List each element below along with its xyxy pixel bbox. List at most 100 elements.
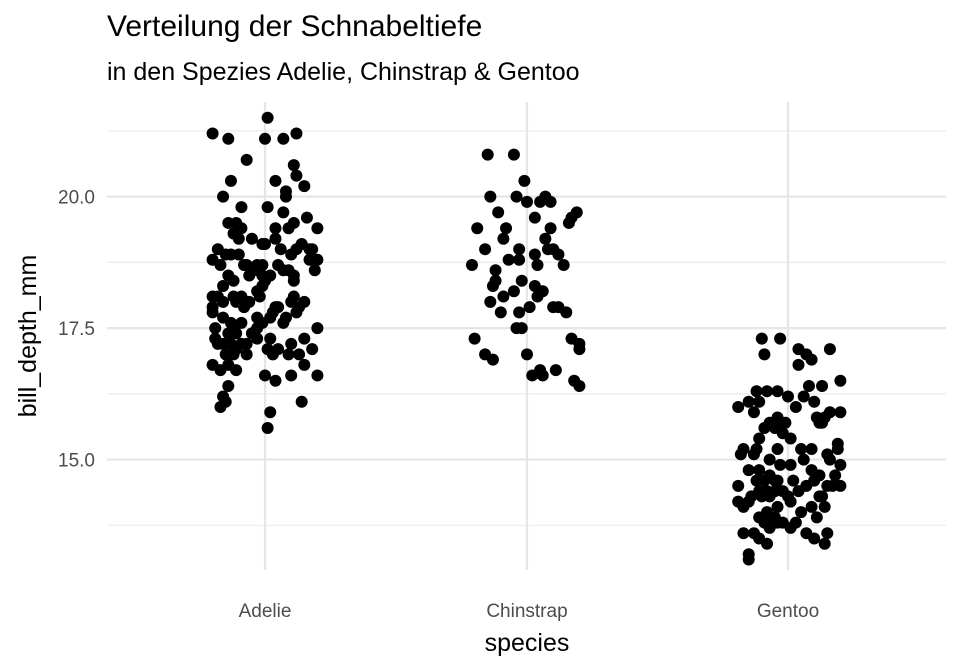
data-point — [486, 353, 499, 366]
data-point — [737, 527, 750, 540]
data-point — [515, 274, 528, 287]
data-point — [816, 416, 829, 429]
data-point — [573, 379, 586, 392]
data-point — [732, 479, 745, 492]
data-point — [808, 395, 821, 408]
data-point — [224, 316, 237, 329]
data-point — [285, 337, 298, 350]
x-tick-label: Chinstrap — [486, 601, 567, 622]
data-point — [831, 443, 844, 456]
data-point — [771, 500, 784, 513]
data-point — [755, 332, 768, 345]
data-point — [492, 206, 505, 219]
y-axis-title: bill_depth_mm — [14, 255, 42, 418]
data-point — [295, 395, 308, 408]
data-point — [489, 264, 502, 277]
data-point — [279, 185, 292, 198]
data-point — [531, 259, 544, 272]
data-point — [266, 306, 279, 319]
data-point — [497, 232, 510, 245]
data-point — [269, 174, 282, 187]
data-point — [500, 222, 513, 235]
data-point — [821, 448, 834, 461]
data-point — [269, 374, 282, 387]
data-point — [797, 390, 810, 403]
data-point — [217, 190, 230, 203]
data-point — [261, 111, 274, 124]
data-point — [311, 253, 324, 266]
data-point — [513, 243, 526, 256]
data-point — [734, 448, 747, 461]
data-point — [214, 259, 227, 272]
data-point — [834, 406, 847, 419]
data-point — [227, 348, 240, 361]
data-point — [742, 553, 755, 566]
data-point — [232, 248, 245, 261]
data-point — [484, 295, 497, 308]
data-point — [290, 306, 303, 319]
data-point — [805, 443, 818, 456]
data-point — [544, 222, 557, 235]
data-point — [479, 243, 492, 256]
data-point — [518, 174, 531, 187]
data-point — [774, 458, 787, 471]
data-point — [222, 132, 235, 145]
data-point — [753, 464, 766, 477]
data-point — [298, 180, 311, 193]
data-point — [732, 400, 745, 413]
data-point — [256, 316, 269, 329]
data-point — [823, 343, 836, 356]
data-point — [816, 379, 829, 392]
data-point — [763, 521, 776, 534]
data-point — [795, 506, 808, 519]
data-point — [534, 195, 547, 208]
data-point — [523, 301, 536, 314]
data-point — [214, 400, 227, 413]
data-point — [557, 259, 570, 272]
data-point — [818, 500, 831, 513]
data-point — [795, 443, 808, 456]
data-point — [810, 511, 823, 524]
data-point — [217, 280, 230, 293]
data-point — [227, 274, 240, 287]
data-point — [287, 159, 300, 172]
data-point — [834, 479, 847, 492]
data-point — [277, 316, 290, 329]
data-point — [209, 322, 222, 335]
data-point — [792, 485, 805, 498]
data-point — [486, 280, 499, 293]
data-point — [285, 248, 298, 261]
data-point — [560, 306, 573, 319]
data-point — [240, 337, 253, 350]
data-point — [217, 337, 230, 350]
data-point — [311, 369, 324, 382]
data-point — [763, 490, 776, 503]
data-point — [784, 495, 797, 508]
data-point — [528, 248, 541, 261]
data-point — [217, 295, 230, 308]
data-point — [222, 327, 235, 340]
data-point — [287, 274, 300, 287]
data-point — [737, 500, 750, 513]
data-point — [834, 458, 847, 471]
data-point — [245, 232, 258, 245]
data-point — [549, 364, 562, 377]
data-point — [521, 348, 533, 361]
data-point — [544, 195, 557, 208]
data-point — [494, 306, 507, 319]
data-point — [787, 474, 800, 487]
data-point — [779, 416, 792, 429]
data-point — [531, 290, 544, 303]
data-point — [259, 369, 271, 382]
chart-title: Verteilung der Schnabeltiefe — [107, 10, 483, 43]
data-point — [513, 306, 526, 319]
data-point — [222, 379, 235, 392]
data-point — [235, 316, 248, 329]
data-point — [253, 290, 266, 303]
data-point — [264, 332, 277, 345]
y-tick-label: 15.0 — [58, 451, 95, 472]
x-tick-label: Gentoo — [757, 601, 819, 622]
data-point — [534, 364, 547, 377]
data-point — [768, 474, 781, 487]
data-point — [818, 537, 831, 550]
